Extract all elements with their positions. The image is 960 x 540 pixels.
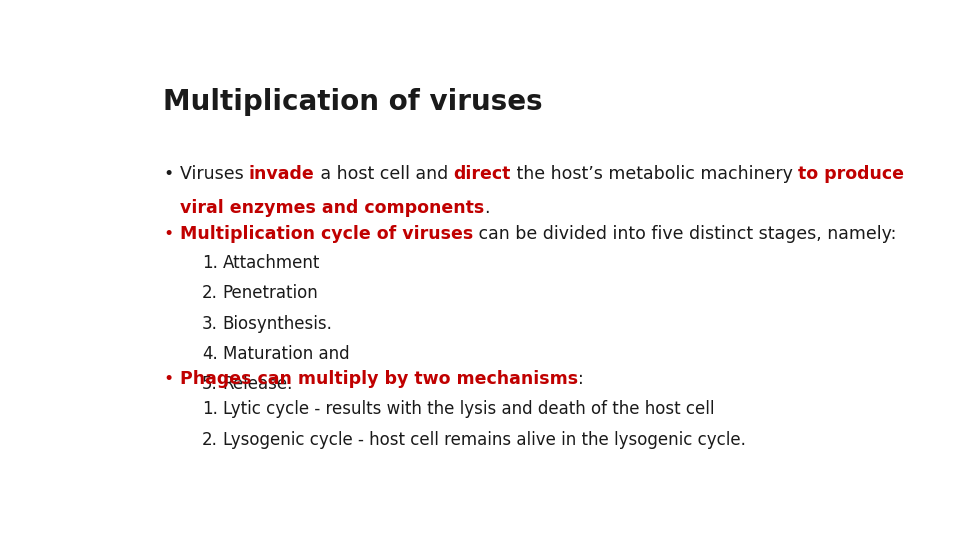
Text: Biosynthesis.: Biosynthesis.	[223, 315, 332, 333]
Text: the host’s metabolic machinery: the host’s metabolic machinery	[511, 165, 798, 183]
Text: can be divided into five distinct stages, namely:: can be divided into five distinct stages…	[472, 225, 896, 243]
Text: a host cell and: a host cell and	[315, 165, 453, 183]
Text: Release.: Release.	[223, 375, 293, 394]
Text: •: •	[163, 370, 174, 388]
Text: Penetration: Penetration	[223, 285, 319, 302]
Text: .: .	[484, 199, 490, 217]
Text: Maturation and: Maturation and	[223, 345, 349, 363]
Text: 2.: 2.	[202, 431, 218, 449]
Text: Attachment: Attachment	[223, 254, 320, 272]
Text: viral enzymes and components: viral enzymes and components	[180, 199, 484, 217]
Text: •: •	[163, 225, 174, 243]
Text: :: :	[578, 370, 584, 388]
Text: Lysogenic cycle - host cell remains alive in the lysogenic cycle.: Lysogenic cycle - host cell remains aliv…	[223, 431, 746, 449]
Text: to produce: to produce	[798, 165, 904, 183]
Text: Lytic cycle - results with the lysis and death of the host cell: Lytic cycle - results with the lysis and…	[223, 400, 714, 417]
Text: 1.: 1.	[202, 254, 218, 272]
Text: 2.: 2.	[202, 285, 218, 302]
Text: 5.: 5.	[202, 375, 218, 394]
Text: •: •	[163, 165, 174, 183]
Text: 3.: 3.	[202, 315, 218, 333]
Text: Multiplication cycle of viruses: Multiplication cycle of viruses	[180, 225, 472, 243]
Text: 1.: 1.	[202, 400, 218, 417]
Text: invade: invade	[249, 165, 315, 183]
Text: Phages can multiply by two mechanisms: Phages can multiply by two mechanisms	[180, 370, 578, 388]
Text: Multiplication of viruses: Multiplication of viruses	[163, 87, 542, 116]
Text: Viruses: Viruses	[180, 165, 249, 183]
Text: 4.: 4.	[202, 345, 218, 363]
Text: direct: direct	[453, 165, 511, 183]
